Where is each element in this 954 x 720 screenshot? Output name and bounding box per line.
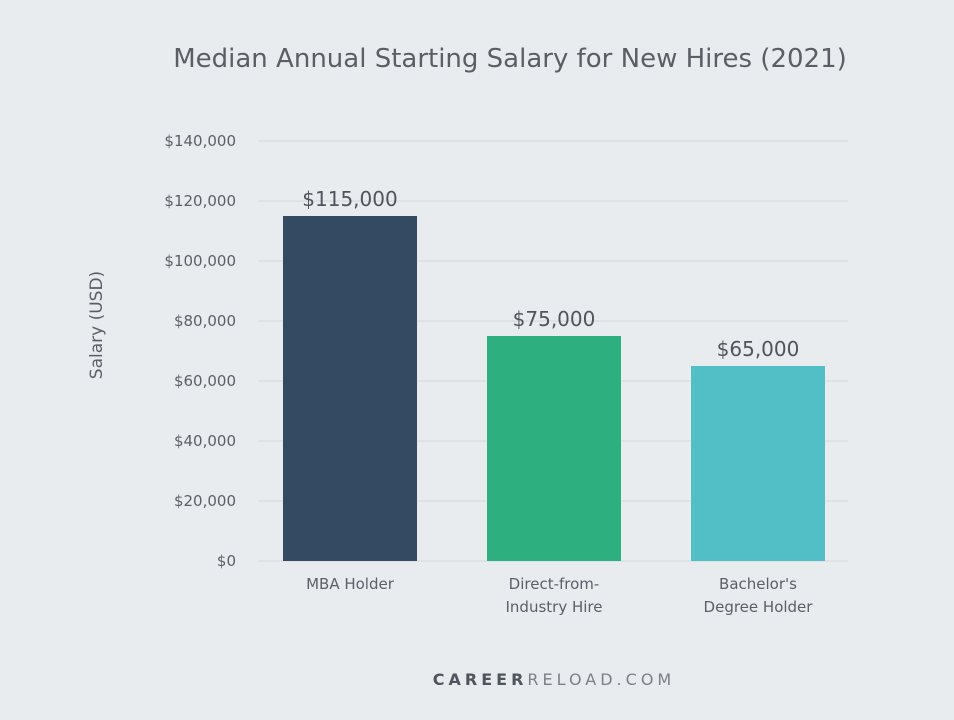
x-tick-label: Industry Hire <box>506 598 603 616</box>
bar <box>283 216 417 561</box>
y-tick-label: $40,000 <box>174 432 236 450</box>
watermark-light: RELOAD.COM <box>527 670 676 689</box>
watermark: CAREERRELOAD.COM <box>0 670 954 689</box>
y-tick-label: $100,000 <box>164 252 236 270</box>
y-tick-label: $80,000 <box>174 312 236 330</box>
y-tick-label: $120,000 <box>164 192 236 210</box>
data-label: $75,000 <box>513 307 596 331</box>
y-tick-label: $60,000 <box>174 372 236 390</box>
bar <box>691 366 825 561</box>
x-tick-label: MBA Holder <box>306 575 395 593</box>
x-tick-label: Degree Holder <box>704 598 814 616</box>
x-tick-label: Direct-from- <box>509 575 600 593</box>
x-tick-label: Bachelor's <box>719 575 797 593</box>
y-tick-label: $0 <box>217 552 236 570</box>
watermark-bold: CAREER <box>432 670 528 689</box>
y-tick-label: $20,000 <box>174 492 236 510</box>
y-tick-label: $140,000 <box>164 132 236 150</box>
chart-title: Median Annual Starting Salary for New Hi… <box>173 44 847 74</box>
data-label: $65,000 <box>717 337 800 361</box>
bar <box>487 336 621 561</box>
data-label: $115,000 <box>302 187 397 211</box>
